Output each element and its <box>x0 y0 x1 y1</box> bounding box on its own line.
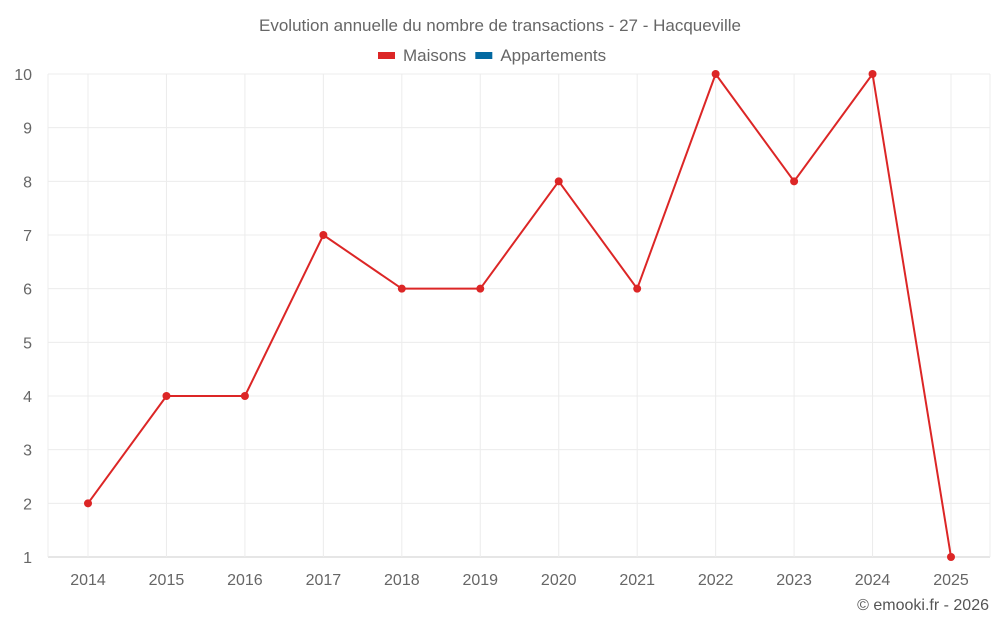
y-tick-label: 8 <box>23 174 32 191</box>
y-tick-label: 1 <box>23 550 32 567</box>
x-tick-label: 2023 <box>776 572 812 589</box>
data-point[interactable] <box>319 231 328 239</box>
x-tick-label: 2015 <box>149 572 185 589</box>
legend-swatch <box>475 52 493 59</box>
y-tick-label: 5 <box>23 335 32 352</box>
y-tick-label: 7 <box>23 228 32 245</box>
x-tick-label: 2021 <box>619 572 655 589</box>
data-point[interactable] <box>711 70 720 78</box>
series-line-maisons <box>87 71 952 558</box>
x-tick-label: 2019 <box>462 572 498 589</box>
y-tick-label: 10 <box>14 67 32 84</box>
grid <box>47 73 991 558</box>
y-tick-label: 6 <box>23 282 32 299</box>
x-tick-label: 2014 <box>70 572 106 589</box>
x-axis: 2014 2015 2016 2017 2018 2019 2020 2021 2022 2023… <box>70 572 969 589</box>
x-tick-label: 2017 <box>306 572 342 589</box>
x-tick-label: 2016 <box>227 572 263 589</box>
y-tick-label: 3 <box>23 443 32 460</box>
data-point[interactable] <box>84 499 92 508</box>
y-axis: 1 2 3 4 5 6 7 8 9 10 <box>14 67 32 567</box>
data-point[interactable] <box>790 177 799 186</box>
data-point[interactable] <box>633 284 642 293</box>
credit: © emooki.fr - 2026 <box>857 597 989 614</box>
x-tick-label: 2025 <box>933 572 969 589</box>
y-tick-label: 4 <box>23 389 32 406</box>
data-point[interactable] <box>554 177 563 186</box>
data-point[interactable] <box>947 553 955 561</box>
legend-label[interactable]: Appartements <box>500 46 606 65</box>
data-point[interactable] <box>240 392 249 400</box>
data-point[interactable] <box>476 284 485 293</box>
data-point[interactable] <box>397 284 406 293</box>
x-tick-label: 2020 <box>541 572 577 589</box>
y-tick-label: 2 <box>23 496 32 513</box>
data-point[interactable] <box>868 70 877 78</box>
x-tick-label: 2018 <box>384 572 420 589</box>
x-tick-label: 2022 <box>698 572 734 589</box>
legend-swatch <box>378 52 395 59</box>
y-tick-label: 9 <box>23 121 32 138</box>
x-tick-label: 2024 <box>855 572 891 589</box>
chart-title: Evolution annuelle du nombre de transact… <box>259 16 741 35</box>
data-point[interactable] <box>162 392 171 400</box>
legend-label[interactable]: Maisons <box>403 46 466 65</box>
series <box>84 70 955 561</box>
legend: Maisons Appartements <box>378 46 606 65</box>
